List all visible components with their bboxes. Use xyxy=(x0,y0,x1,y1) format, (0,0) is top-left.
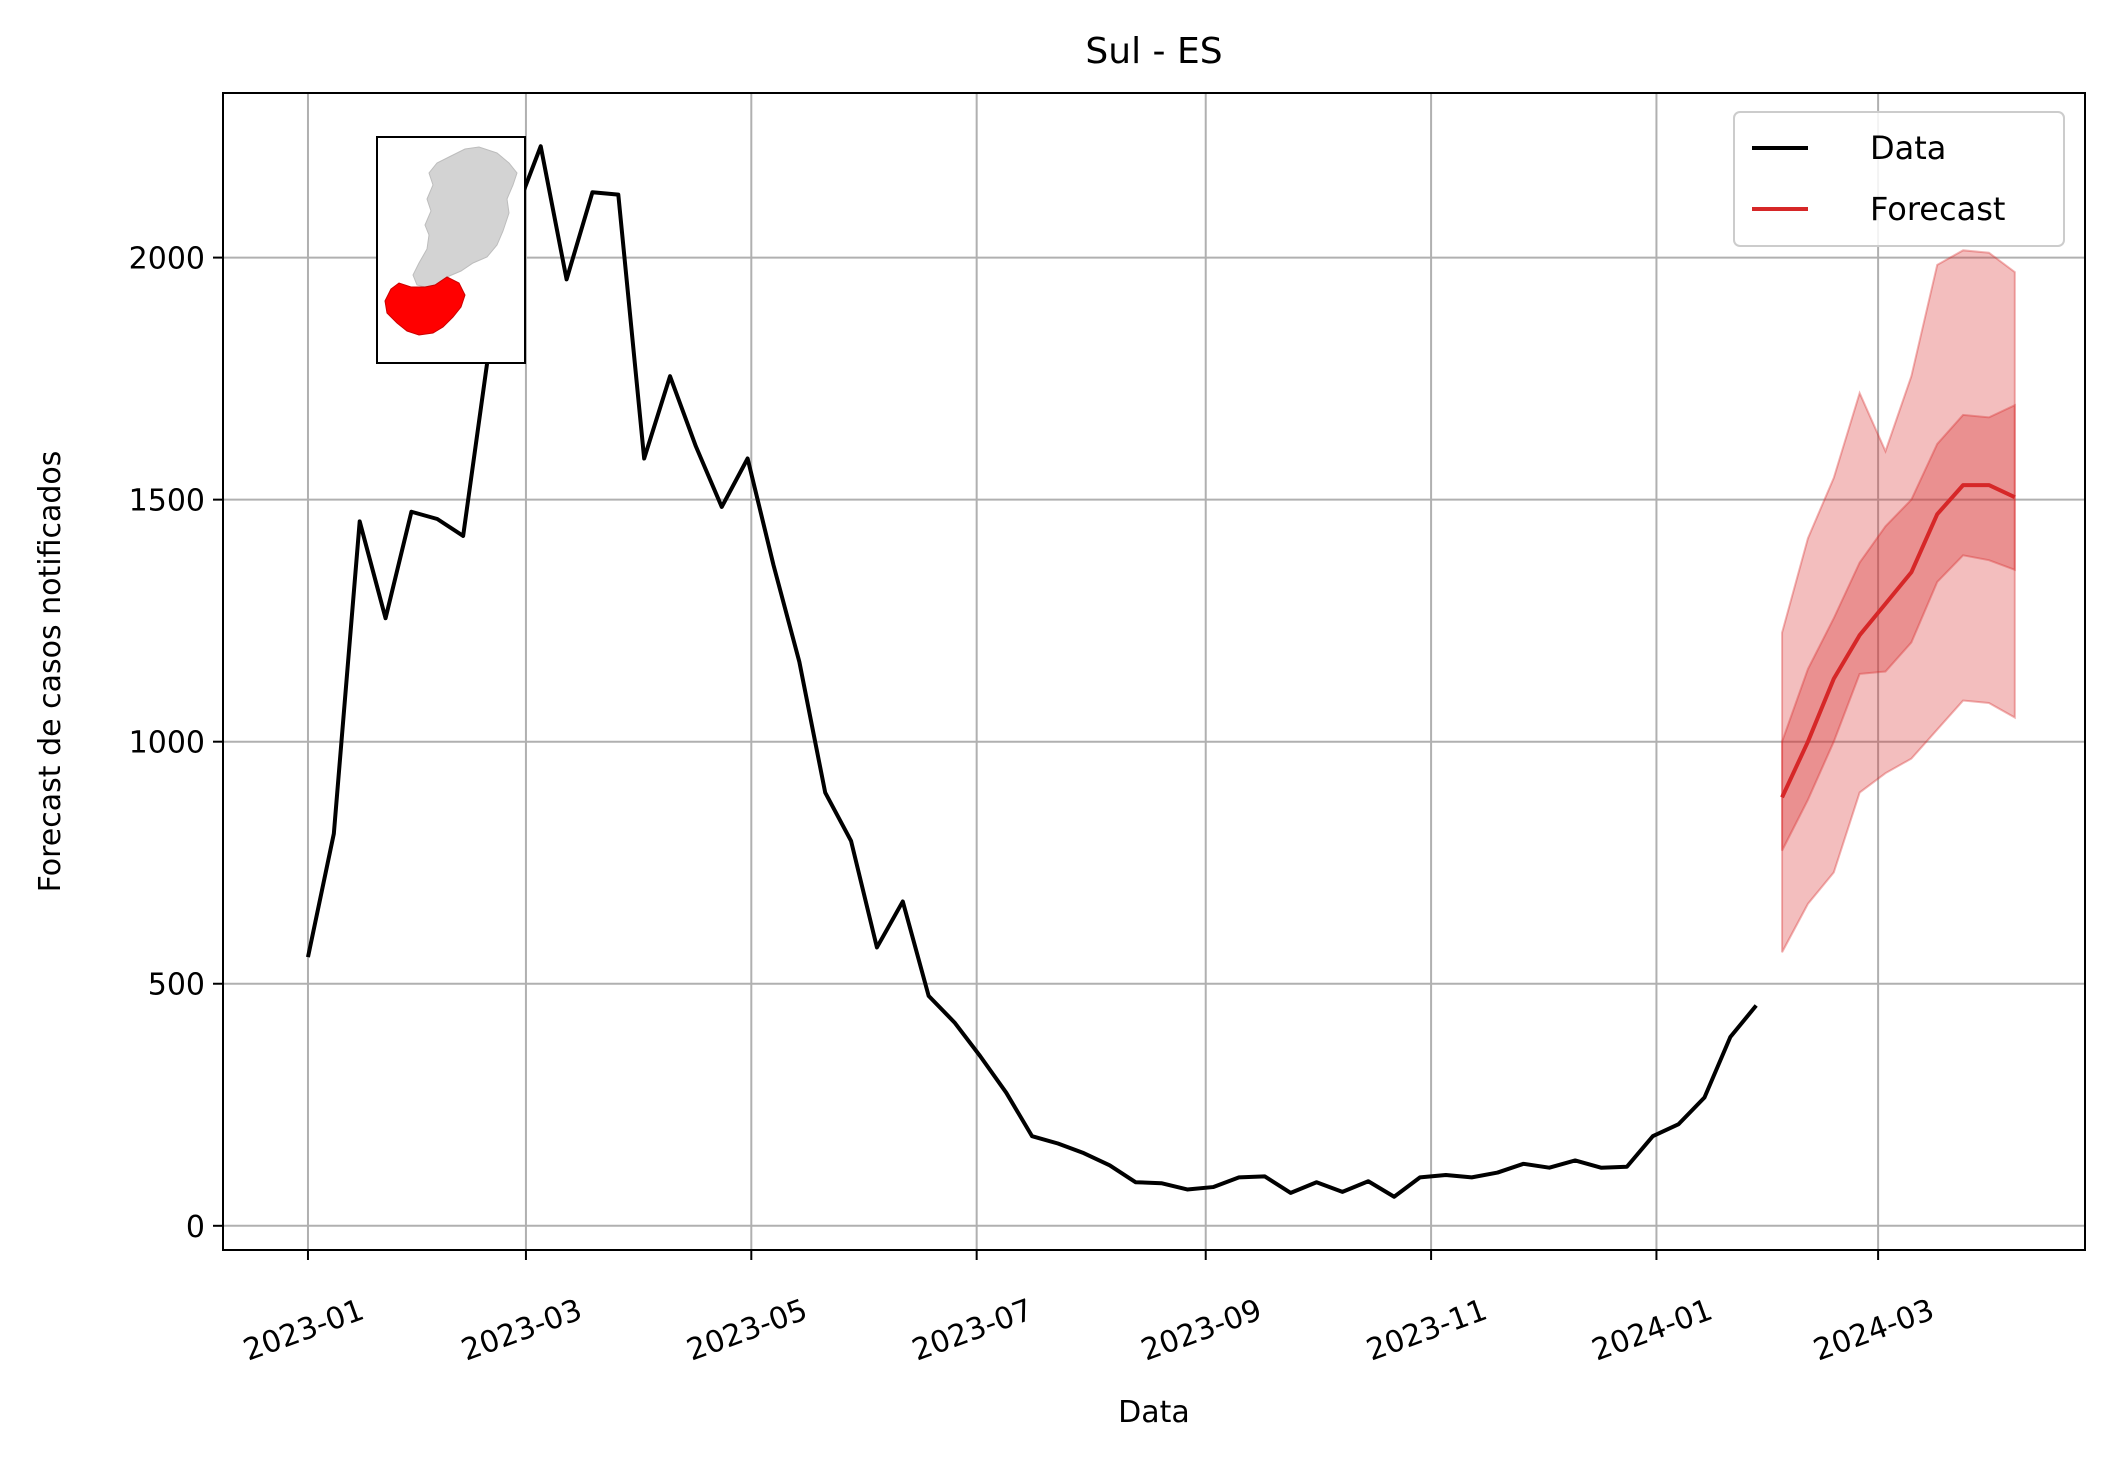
y-axis-ticks: 0 500 1000 1500 2000 xyxy=(129,242,223,1245)
y-tick-label: 500 xyxy=(148,968,205,1003)
x-tick-label: 2023-07 xyxy=(908,1293,1038,1369)
x-tick-label: 2023-01 xyxy=(239,1293,369,1369)
legend-label-forecast: Forecast xyxy=(1870,190,2005,228)
forecast-bands xyxy=(1781,249,2016,953)
y-tick-label: 1000 xyxy=(129,726,205,761)
x-tick-label: 2023-09 xyxy=(1137,1293,1267,1369)
series-lines xyxy=(306,144,2016,1199)
forecast-band-90 xyxy=(1781,249,2016,953)
x-axis-ticks: 2023-01 2023-03 2023-05 2023-07 2023-09 2023-… xyxy=(239,1250,1939,1368)
x-tick-label: 2023-03 xyxy=(457,1293,587,1369)
chart-title: Sul - ES xyxy=(1085,31,1222,72)
y-tick-label: 2000 xyxy=(129,242,205,277)
y-axis-label: Forecast de casos notificados xyxy=(33,451,68,893)
x-tick-label: 2023-05 xyxy=(682,1293,812,1369)
x-tick-label: 2023-11 xyxy=(1362,1293,1492,1369)
legend-frame xyxy=(1733,111,2065,247)
legend: Data Forecast xyxy=(1733,111,2065,247)
y-tick-label: 1500 xyxy=(129,484,205,519)
x-axis-label: Data xyxy=(1118,1395,1190,1430)
series-line-data xyxy=(306,144,1758,1199)
grid-lines xyxy=(223,93,2085,1250)
sul-region-shape xyxy=(384,276,466,336)
forecast-band-50 xyxy=(1781,403,2016,852)
inset-map xyxy=(376,136,526,364)
x-tick-label: 2024-03 xyxy=(1809,1293,1939,1369)
series-line-forecast xyxy=(1780,483,2016,799)
plot-frame xyxy=(222,92,2086,1251)
x-tick-label: 2024-01 xyxy=(1587,1293,1717,1369)
y-tick-label: 0 xyxy=(186,1210,205,1245)
legend-label-data: Data xyxy=(1870,129,1946,167)
